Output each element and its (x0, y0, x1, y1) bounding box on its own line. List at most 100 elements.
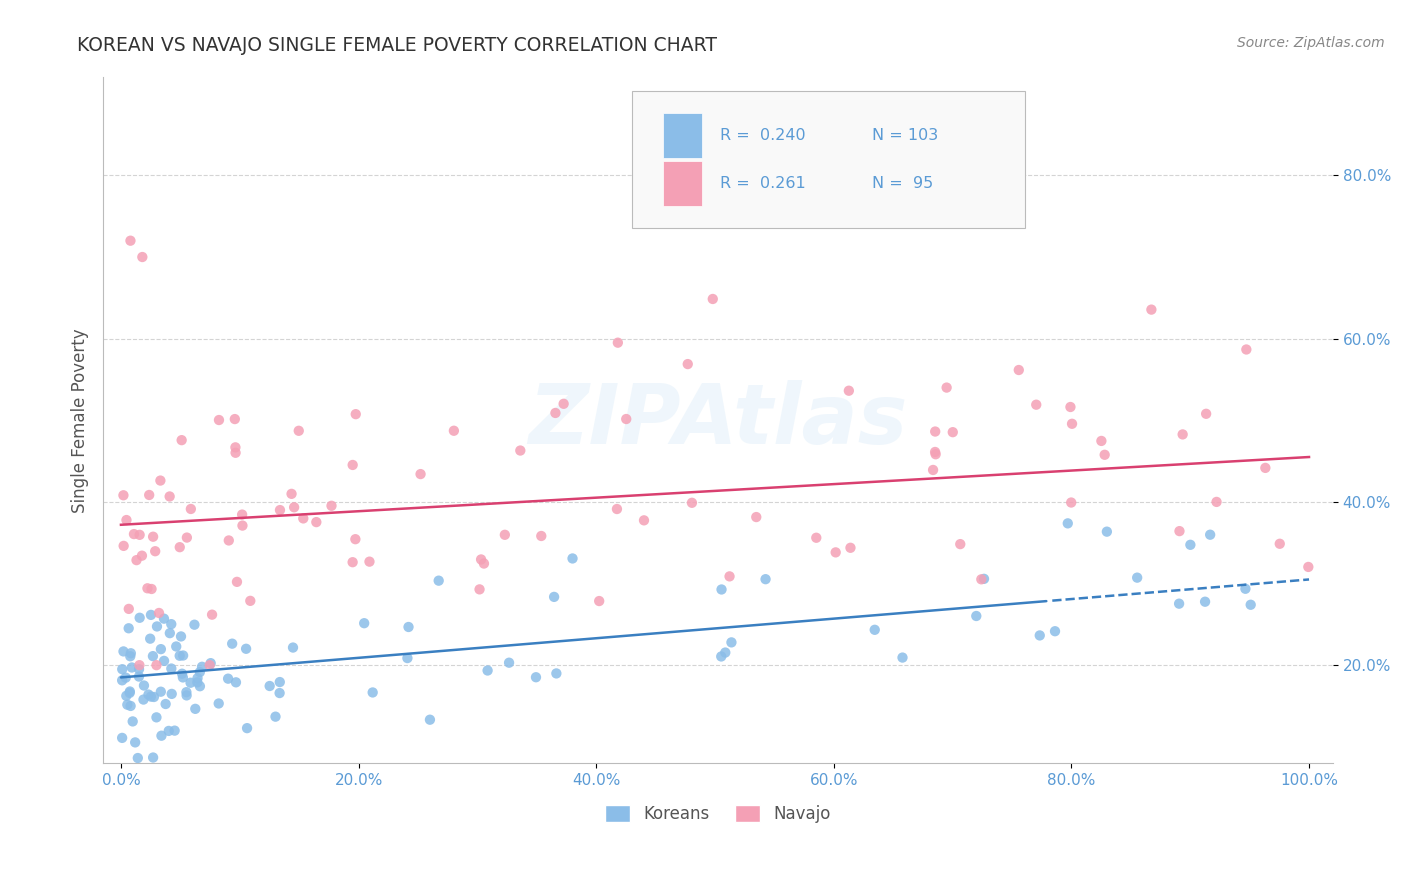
Point (153, 654, 176, 668)
Point (149, 642, 172, 657)
Point (121, 714, 143, 729)
Point (165, 640, 187, 654)
Point (1199, 527, 1222, 541)
Point (1234, 582, 1257, 596)
Point (283, 500, 305, 515)
Point (169, 648, 191, 663)
Point (970, 572, 993, 586)
Point (342, 458, 364, 472)
Point (111, 662, 134, 676)
Point (170, 629, 193, 643)
Point (169, 540, 191, 554)
Point (754, 572, 776, 586)
Point (157, 723, 180, 738)
Point (1008, 363, 1031, 377)
Point (139, 632, 162, 646)
Point (676, 357, 699, 371)
Point (614, 412, 637, 426)
Point (138, 488, 160, 502)
Point (239, 594, 262, 608)
Point (1240, 598, 1263, 612)
Point (128, 658, 150, 673)
Point (128, 611, 150, 625)
Point (1268, 537, 1291, 551)
Point (139, 690, 162, 704)
Point (236, 721, 259, 735)
Point (163, 723, 186, 738)
Point (269, 675, 291, 690)
Point (172, 648, 194, 663)
Point (553, 397, 575, 411)
Point (353, 616, 375, 631)
Point (1029, 628, 1052, 642)
Point (170, 666, 193, 681)
Point (342, 555, 364, 569)
Point (477, 664, 499, 678)
Point (115, 689, 138, 703)
Bar (662, 113, 702, 158)
Point (170, 433, 193, 447)
Point (172, 670, 194, 684)
Point (321, 499, 343, 513)
Point (231, 508, 253, 522)
Point (606, 502, 628, 516)
Point (281, 640, 304, 655)
Point (419, 713, 441, 727)
Point (1234, 343, 1257, 357)
Point (359, 555, 381, 569)
Point (924, 447, 946, 461)
Point (1025, 398, 1047, 412)
Point (141, 582, 163, 596)
Point (142, 690, 165, 704)
Point (142, 649, 165, 664)
Point (1194, 595, 1216, 609)
Point (138, 688, 160, 702)
Point (224, 441, 246, 455)
Point (839, 541, 862, 555)
Point (292, 511, 315, 525)
Point (1094, 448, 1116, 462)
Point (965, 609, 987, 624)
Point (191, 660, 214, 674)
Point (588, 594, 610, 608)
Point (118, 602, 141, 616)
FancyBboxPatch shape (631, 91, 1025, 228)
Point (1171, 427, 1194, 442)
Point (427, 574, 450, 588)
Point (409, 467, 432, 481)
Point (132, 679, 155, 693)
Point (606, 335, 628, 350)
Text: R =  0.261: R = 0.261 (720, 177, 806, 191)
Point (180, 502, 202, 516)
Point (224, 412, 246, 426)
Point (111, 673, 134, 688)
Point (1298, 560, 1320, 574)
Point (714, 646, 737, 660)
Point (159, 490, 181, 504)
Point (184, 702, 207, 716)
Point (494, 528, 516, 542)
Point (120, 698, 142, 713)
Text: KOREAN VS NAVAJO SINGLE FEMALE POVERTY CORRELATION CHART: KOREAN VS NAVAJO SINGLE FEMALE POVERTY C… (77, 36, 717, 54)
Point (132, 692, 155, 706)
Point (718, 569, 741, 583)
Point (942, 425, 965, 440)
Point (546, 666, 568, 681)
Text: R =  0.240: R = 0.240 (720, 128, 806, 144)
Point (160, 617, 183, 632)
Point (143, 544, 166, 558)
Point (264, 709, 287, 723)
Point (128, 669, 150, 683)
Point (142, 530, 165, 544)
Point (863, 623, 886, 637)
Point (472, 557, 495, 571)
Point (145, 658, 167, 673)
Point (524, 670, 547, 684)
Point (305, 515, 328, 529)
Point (1060, 417, 1083, 431)
Point (112, 644, 135, 658)
Point (136, 582, 159, 596)
Point (155, 697, 177, 711)
Point (128, 528, 150, 542)
Point (176, 531, 198, 545)
